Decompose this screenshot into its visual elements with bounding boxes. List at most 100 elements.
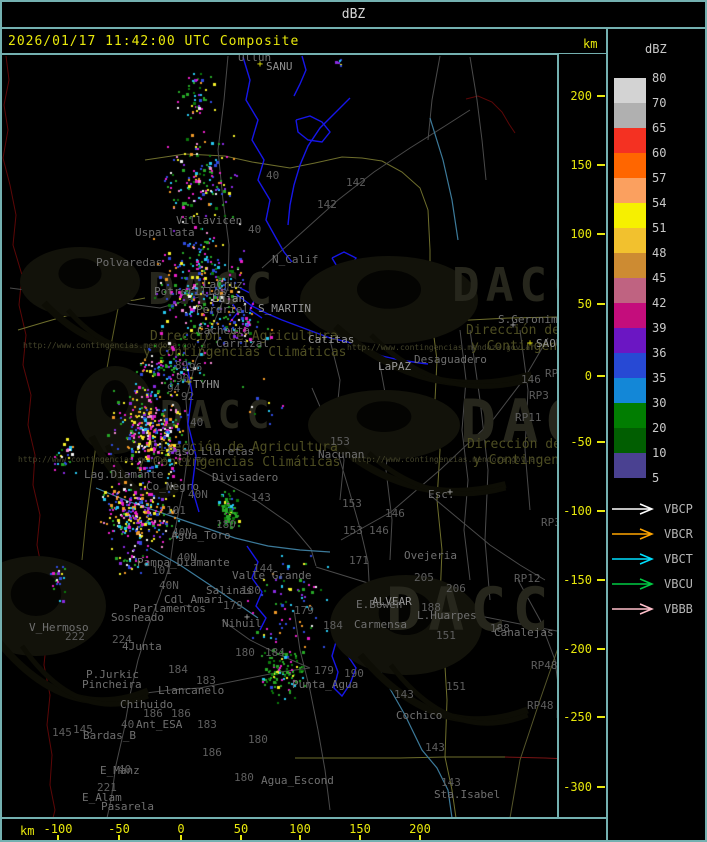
right-axis-tick (597, 303, 605, 305)
map-label: 90 (176, 372, 190, 385)
colorscale-cell (614, 328, 646, 353)
map-label: 4Junta (122, 640, 162, 653)
map-label: Co_Negro (146, 480, 199, 493)
colorscale-bar (614, 78, 646, 478)
map-label: Sosneado (111, 611, 164, 624)
right-axis-label: -300 (563, 780, 592, 794)
map-label: 92 (181, 390, 195, 403)
right-axis-tick (597, 716, 605, 718)
map-label: 40N (177, 551, 197, 564)
colorscale-value: 39 (652, 321, 667, 335)
map-label: 40 (266, 169, 280, 182)
map-label: 151 (436, 629, 456, 642)
bottom-axis-label: 50 (233, 822, 249, 836)
legend-label-vbcu: VBCU (664, 577, 693, 591)
map-label: 224 (112, 633, 132, 646)
map-label: SAOU (536, 337, 557, 350)
map-label: 179 (223, 599, 243, 612)
colorscale-cell (614, 303, 646, 328)
map-label: 40N (172, 526, 192, 539)
map-label: Agua_Escond (261, 774, 334, 787)
map-label: RP3 (529, 389, 549, 402)
map-label: 40N (159, 579, 179, 592)
legend-label-vbcr: VBCR (664, 527, 693, 541)
vbcu-arrow-icon (612, 578, 654, 590)
map-label: LaPAZ (378, 360, 412, 373)
map-label: 146 (385, 507, 405, 520)
right-axis-tick (597, 233, 605, 235)
colorscale-value: 80 (652, 71, 667, 85)
right-axis-label: -250 (563, 710, 592, 724)
map-label: 186 (143, 707, 163, 720)
bottom-axis-bar: km -100 -50 0 50 100 150 200 (0, 819, 606, 842)
map-label: 221 (97, 781, 117, 794)
vbcp-arrow-icon (612, 503, 654, 515)
right-axis-label: -100 (563, 504, 592, 518)
map-label: 222 (65, 630, 85, 643)
map-label: Potrerillos (154, 285, 227, 298)
map-label: 94 (167, 382, 181, 395)
map-label: V_Hermoso (29, 621, 89, 634)
map-label: 144 (253, 562, 273, 575)
map-label: Paso_Llaretas (168, 445, 255, 458)
colorscale-cell (614, 378, 646, 403)
bottom-axis-label: 200 (409, 822, 431, 836)
map-label: ALVEAR (372, 595, 412, 608)
map-label: Carrizal (216, 337, 269, 350)
right-axis-tick (597, 510, 605, 512)
right-axis-label: -50 (570, 435, 592, 449)
map-label: Catitas (308, 333, 355, 346)
map-label: SANU (266, 60, 293, 73)
map-station-marker: + (186, 377, 193, 388)
colorscale-value: 54 (652, 196, 667, 210)
right-axis-tick (597, 95, 605, 97)
legend-label-vbcp: VBCP (664, 502, 693, 516)
map-station-marker: + (510, 320, 517, 331)
right-axis-label: 100 (570, 227, 592, 241)
map-label: 101 (152, 564, 172, 577)
bottom-axis-tick (57, 835, 59, 842)
map-label: 186 (202, 746, 222, 759)
bottom-axis-label: 100 (289, 822, 311, 836)
map-label: S_MARTIN (258, 302, 311, 315)
map-label: 180 (235, 646, 255, 659)
map-label: L.Huarpes (417, 609, 477, 622)
map-label: 40 (121, 718, 135, 731)
timestamp-bar: 2026/01/17 11:42:00 UTC Composite (0, 29, 606, 53)
right-axis-tick (597, 579, 605, 581)
right-axis-label: 150 (570, 158, 592, 172)
map-label: 143 (394, 688, 414, 701)
frame-bottom (0, 840, 707, 842)
map-label: RP48 (531, 659, 557, 672)
right-axis-tick (597, 164, 605, 166)
map-label: 142 (346, 176, 366, 189)
map-label: 171 (349, 554, 369, 567)
map-label: Desaguadero (414, 353, 487, 366)
map-label: P.Jurkic (86, 668, 139, 681)
panel-divider (606, 27, 608, 842)
colorscale-panel: dBZ 80 70 65 60 57 54 51 48 45 42 39 36 35 30 20 10 5 VB… (608, 29, 707, 842)
colorscale-value: 35 (652, 371, 667, 385)
map-label: Villavicen (176, 214, 243, 227)
right-axis-tick (597, 648, 605, 650)
bottom-axis-label: 150 (349, 822, 371, 836)
bottom-axis-tick (118, 835, 120, 842)
map-label: E_Manz (100, 764, 140, 777)
colorscale-value: 45 (652, 271, 667, 285)
map-label: Llancanelo (158, 684, 225, 697)
timestamp-divider (0, 53, 606, 55)
bottom-axis-label: -100 (43, 822, 73, 836)
map-label: Cdl_Amari (164, 593, 224, 606)
map-label: RP3 (545, 367, 557, 380)
right-axis-label: 50 (577, 297, 592, 311)
title-bar: dBZ (0, 0, 707, 27)
bottom-axis-tick (359, 835, 361, 842)
map-label: 40 (248, 223, 262, 236)
map-label: 143 (441, 776, 461, 789)
map-label: Divisadero (212, 471, 279, 484)
map-label: TYHN (193, 378, 220, 391)
colorscale-cell (614, 278, 646, 303)
colorscale-cell (614, 178, 646, 203)
right-axis-label: 200 (570, 89, 592, 103)
radar-map-viewport[interactable]: DACCDirección de Agriculturay Contingenc… (0, 0, 557, 818)
